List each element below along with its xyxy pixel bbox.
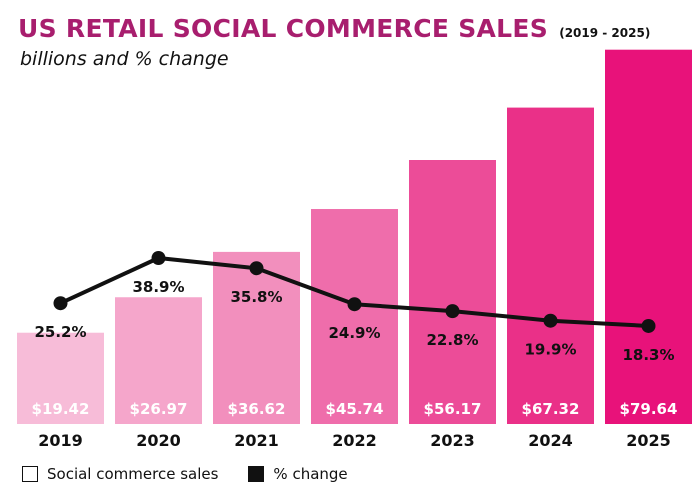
bar-value-label-2024: $67.32 — [522, 400, 580, 418]
change-point-2024 — [543, 313, 558, 328]
legend-item-change: % change — [248, 465, 348, 483]
legend-label-change: % change — [273, 465, 348, 483]
bar-value-label-2025: $79.64 — [620, 400, 678, 418]
change-label-2019: 25.2% — [34, 323, 86, 341]
chart-title-main: US RETAIL SOCIAL COMMERCE SALES — [18, 14, 549, 43]
legend-label-sales: Social commerce sales — [47, 465, 219, 483]
change-label-2025: 18.3% — [622, 346, 674, 364]
chart-subtitle: billions and % change — [20, 48, 229, 70]
change-label-2023: 22.8% — [426, 331, 478, 349]
chart-title: US RETAIL SOCIAL COMMERCE SALES (2019 - … — [18, 14, 650, 43]
change-point-2020 — [151, 251, 166, 265]
labels-group: $19.42 2019 $26.97 2020 $36.62 2021 $45.74 2022… — [32, 278, 678, 450]
legend-swatch-sales — [22, 466, 38, 482]
x-tick-label-2021: 2021 — [234, 431, 279, 450]
x-tick-label-2019: 2019 — [38, 431, 83, 450]
bars-group — [17, 49, 692, 424]
change-label-2022: 24.9% — [328, 324, 380, 342]
change-point-2023 — [445, 304, 460, 319]
x-tick-label-2023: 2023 — [430, 431, 475, 450]
chart-title-years: (2019 - 2025) — [559, 26, 651, 40]
change-point-2021 — [249, 261, 264, 276]
legend-swatch-change — [248, 466, 265, 482]
bar-value-label-2023: $56.17 — [424, 400, 482, 418]
change-label-2024: 19.9% — [524, 341, 576, 359]
bar-2025 — [605, 49, 692, 424]
change-label-2021: 35.8% — [230, 288, 282, 306]
bar-value-label-2019: $19.42 — [32, 400, 90, 418]
bar-2024 — [507, 107, 594, 424]
bar-value-label-2020: $26.97 — [130, 400, 188, 418]
bar-value-label-2021: $36.62 — [228, 400, 286, 418]
x-tick-label-2025: 2025 — [626, 431, 671, 450]
x-tick-label-2024: 2024 — [528, 431, 573, 450]
change-point-2022 — [347, 297, 362, 312]
change-label-2020: 38.9% — [132, 278, 184, 296]
bar-2022 — [311, 209, 398, 424]
bar-2023 — [409, 160, 496, 424]
bar-2020 — [115, 297, 202, 424]
change-point-2019 — [53, 296, 68, 311]
x-tick-label-2020: 2020 — [136, 431, 181, 450]
bar-2019 — [17, 332, 104, 424]
legend-item-sales: Social commerce sales — [22, 465, 218, 483]
x-tick-label-2022: 2022 — [332, 431, 377, 450]
bar-value-label-2022: $45.74 — [326, 400, 384, 418]
legend: Social commerce sales % change — [22, 465, 378, 483]
change-point-2025 — [641, 318, 656, 333]
